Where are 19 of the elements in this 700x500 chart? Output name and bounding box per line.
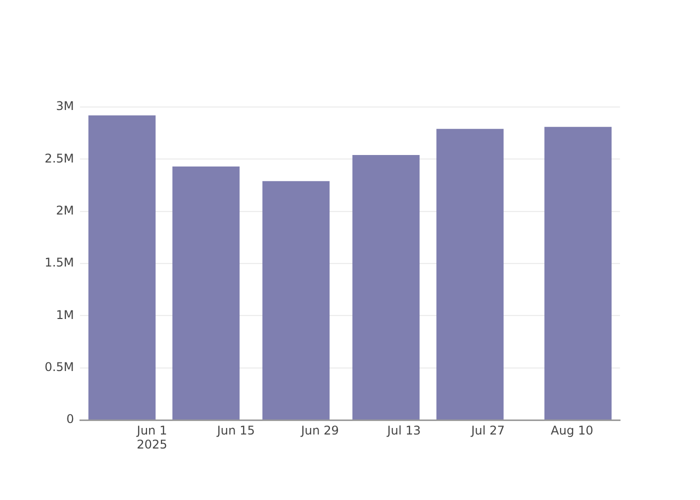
- bar: [172, 166, 240, 420]
- x-tick-label: Jul 13: [386, 423, 421, 438]
- x-tick-label: Jun 15: [216, 423, 255, 438]
- x-tick-label: Aug 10: [550, 423, 594, 438]
- x-tick-label: Jun 29: [300, 423, 339, 438]
- bar: [88, 115, 156, 420]
- x-tick-label: Jul 27: [470, 423, 505, 438]
- x-tick-label: Jun 1 2025: [136, 423, 168, 452]
- y-tick-label: 1M: [56, 308, 74, 322]
- bar: [352, 154, 420, 420]
- y-tick-label: 2.5M: [44, 151, 74, 166]
- y-tick-label: 3M: [56, 99, 74, 114]
- bar: [544, 126, 612, 420]
- bar: [436, 128, 504, 420]
- y-tick-label: 0.5M: [44, 360, 74, 374]
- y-tick-label: 1.5M: [44, 256, 74, 270]
- bar: [262, 181, 330, 420]
- y-tick-label: 2M: [56, 203, 74, 218]
- y-tick-label: 0: [66, 412, 74, 426]
